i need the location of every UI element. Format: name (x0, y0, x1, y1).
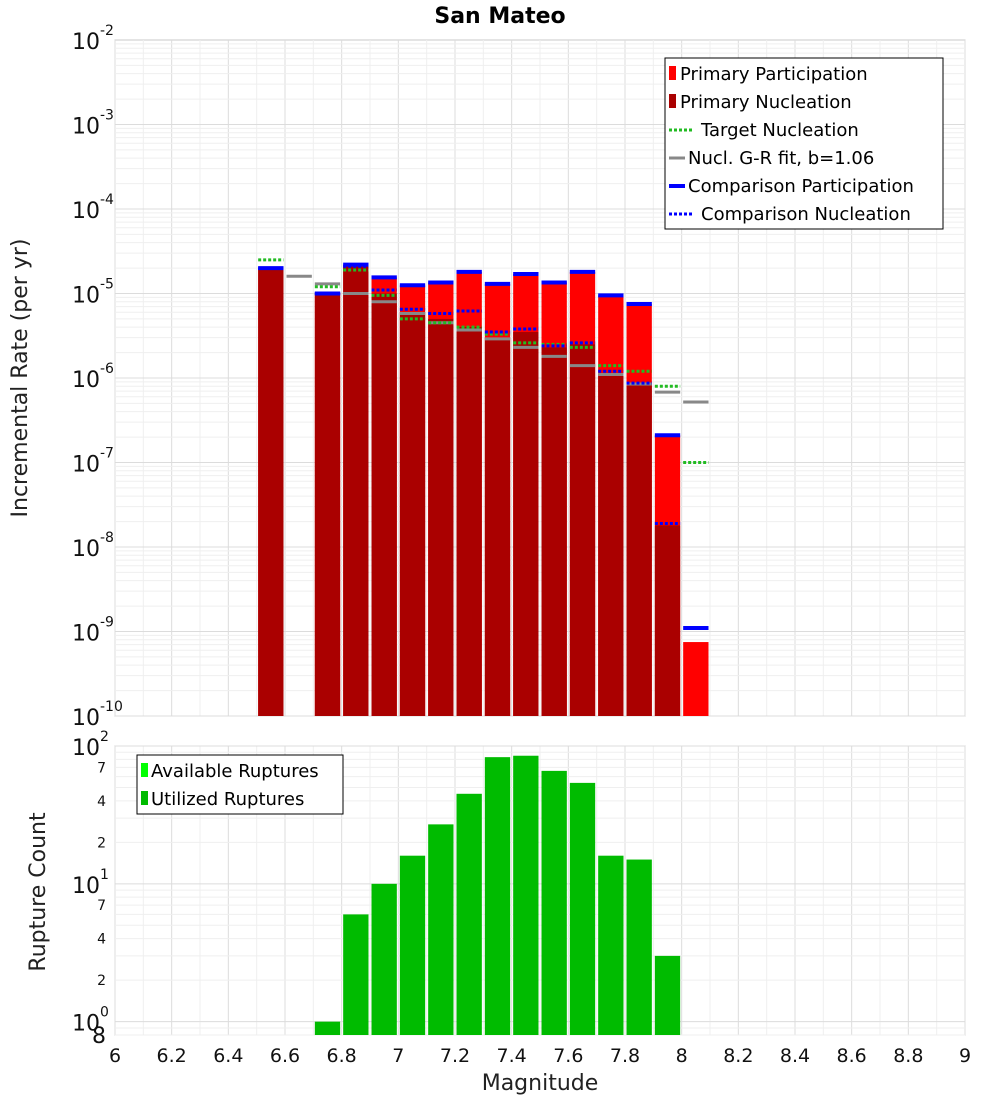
rate-y-tick-label: 10-3 (72, 108, 114, 140)
count-legend: Available Ruptures Utilized Ruptures (136, 754, 344, 815)
rupture-count-bar (598, 855, 624, 1035)
rupture-count-bar (343, 914, 369, 1035)
x-tick-label: 8.6 (837, 1045, 867, 1067)
legend-label-gr-fit: Nucl. G-R fit, b=1.06 (688, 148, 874, 169)
rate-y-tick-label: 10-2 (72, 23, 114, 55)
count-bars (314, 755, 681, 1035)
count-y-tick-label: 102 (72, 729, 109, 761)
count-y-minor-tick-label: 7 (97, 898, 106, 914)
chart-title: San Mateo (434, 4, 565, 29)
nucleation-bar (569, 344, 596, 716)
legend-label-primary-nucleation: Primary Nucleation (680, 92, 852, 113)
rate-y-axis-title: Incremental Rate (per yr) (8, 239, 33, 518)
x-tick-label: 7.2 (440, 1045, 470, 1067)
rupture-count-bar (456, 793, 482, 1035)
x-tick-label: 8.2 (723, 1045, 753, 1067)
nucleation-bar (428, 318, 454, 716)
x-tick-label: 7.4 (497, 1045, 527, 1067)
rupture-count-bar (484, 757, 511, 1035)
nucleation-bar (654, 525, 681, 716)
rupture-count-bar (399, 855, 426, 1035)
participation-bar (683, 642, 709, 716)
count-y-minor-tick-label: 4 (97, 932, 106, 948)
rate-y-tick-label: 10-8 (72, 530, 114, 562)
nucleation-bar (371, 293, 397, 716)
x-tick-label: 9 (959, 1045, 971, 1067)
count-y-minor-tick-label: 7 (97, 760, 106, 776)
legend-label-comparison-nucleation: Comparison Nucleation (701, 204, 911, 225)
x-tick-label: 7.6 (553, 1045, 583, 1067)
nucleation-bar (626, 383, 652, 716)
rate-legend-box (664, 57, 944, 230)
rupture-count-bar (654, 955, 681, 1035)
nucleation-bar (541, 347, 567, 716)
x-axis-title: Magnitude (482, 1071, 599, 1096)
nucleation-bar (456, 327, 482, 716)
legend-label-utilized-ruptures: Utilized Ruptures (151, 789, 304, 810)
count-y-minor-tick-label: 8 (92, 1024, 106, 1049)
legend-label-comparison-participation: Comparison Participation (688, 176, 914, 197)
rate-y-tick-label: 10-7 (72, 446, 114, 478)
x-tick-label: 7.8 (610, 1045, 640, 1067)
rupture-count-bar (513, 755, 539, 1035)
rate-markers (258, 258, 709, 631)
x-tick-label: 8.4 (780, 1045, 810, 1067)
nucleation-bar (314, 293, 341, 716)
count-y-minor-tick-label: 2 (97, 835, 106, 851)
count-y-axis-title: Rupture Count (26, 812, 51, 972)
x-tick-label: 6.6 (270, 1045, 300, 1067)
rupture-count-bar (314, 1021, 341, 1035)
legend-swatch-available-ruptures (141, 763, 148, 777)
nucleation-bar (513, 332, 539, 716)
x-tick-label: 8 (676, 1045, 688, 1067)
legend-label-primary-participation: Primary Participation (680, 64, 868, 85)
rate-y-tick-label: 10-6 (72, 361, 114, 393)
x-tick-label: 8.8 (893, 1045, 923, 1067)
x-tick-label: 7 (392, 1045, 404, 1067)
nucleation-bar (598, 374, 624, 716)
rate-legend: Primary Participation Primary Nucleation… (664, 57, 944, 230)
count-y-tick-label: 100 (72, 1005, 109, 1037)
rupture-count-bar (569, 782, 596, 1035)
rate-y-tick-label: 10-4 (72, 192, 114, 224)
legend-label-available-ruptures: Available Ruptures (151, 761, 319, 782)
rate-panel: 10-2 10-3 10-4 10-5 10-6 10-7 10-8 10-9 10-10 In… (8, 23, 966, 731)
nucleation-bar (258, 268, 284, 716)
rate-y-tick-labels: 10-2 10-3 10-4 10-5 10-6 10-7 10-8 10-9 10-10 (72, 23, 123, 731)
x-tick-label: 6.4 (213, 1045, 243, 1067)
count-y-tick-label: 101 (72, 867, 109, 899)
rupture-count-bar (371, 883, 397, 1035)
x-tick-label: 6.8 (327, 1045, 357, 1067)
rate-y-tick-label: 10-10 (72, 699, 123, 731)
rupture-count-bar (428, 824, 454, 1035)
rupture-count-bar (541, 770, 567, 1035)
rate-y-tick-label: 10-9 (72, 615, 114, 647)
rupture-count-bar (626, 859, 652, 1035)
rate-y-tick-label: 10-5 (72, 277, 114, 309)
legend-swatch-utilized-ruptures (141, 791, 148, 805)
legend-label-target-nucleation: Target Nucleation (700, 120, 859, 141)
legend-swatch-primary-participation (669, 66, 676, 80)
x-tick-label: 6 (109, 1045, 121, 1067)
nucleation-bar (484, 337, 511, 716)
x-tick-labels: 6 6.2 6.4 6.6 6.8 7 7.2 7.4 7.6 7.8 8 8.2 8.4 8.6 8.8 9 (109, 1045, 971, 1067)
count-y-minor-tick-label: 2 (97, 973, 106, 989)
count-y-minor-tick-label: 4 (97, 794, 106, 810)
legend-swatch-primary-nucleation (669, 94, 676, 108)
x-tick-label: 6.2 (157, 1045, 187, 1067)
count-legend-box (136, 754, 344, 815)
nucleation-bar (399, 312, 426, 716)
nucleation-bar (343, 266, 369, 716)
